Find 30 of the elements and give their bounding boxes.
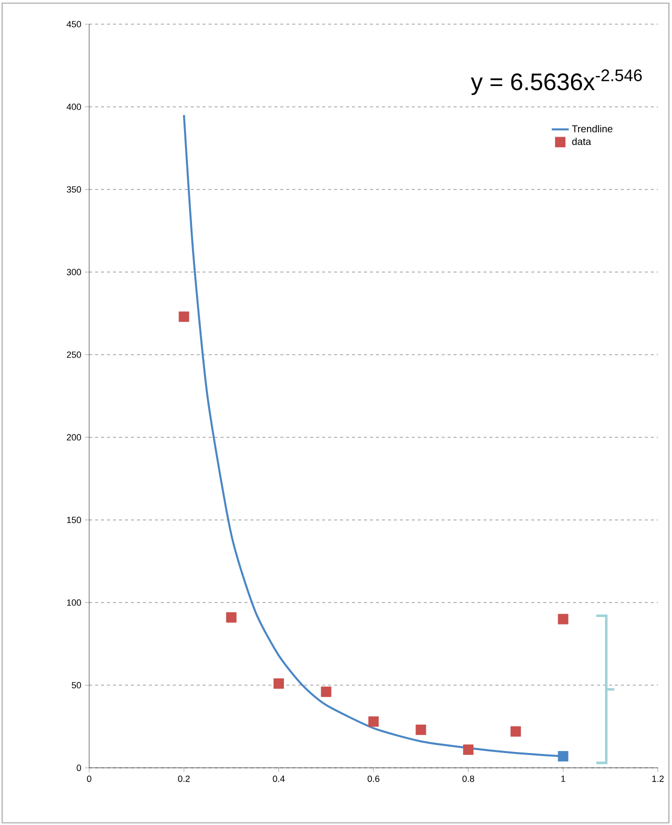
y-tick-label: 300 (66, 268, 82, 276)
y-tick-label: 350 (66, 186, 82, 193)
point (274, 678, 284, 689)
y-tick-label: 450 (66, 21, 82, 28)
point (416, 724, 426, 736)
point (510, 726, 521, 737)
x-tick-label: 0 (86, 776, 92, 782)
legend-label: data (572, 138, 592, 146)
x-tick-label: 1 (561, 776, 566, 782)
y-tick-label: 200 (66, 434, 82, 440)
x-tick-label: 0.2 (178, 776, 190, 782)
annotation: y = 6.5636x$^{-2.546}$ (470, 69, 642, 96)
x-tick-label: 0.4 (272, 776, 285, 782)
point (558, 751, 568, 762)
point (368, 716, 379, 727)
y-tick-label: 100 (67, 599, 82, 606)
x-tick-label: 0.8 (462, 776, 474, 782)
y-tick-label: 0 (76, 764, 82, 771)
x-tick-label: 0.6 (368, 776, 380, 782)
x-tick-label: 1.2 (652, 776, 664, 782)
y-tick-label: 150 (67, 516, 82, 524)
y-tick-label: 50 (72, 682, 82, 688)
point (226, 612, 237, 623)
point (178, 311, 190, 322)
point (558, 614, 568, 624)
point (463, 744, 474, 755)
point (320, 686, 332, 698)
y-tick-label: 400 (66, 104, 82, 110)
legend-label: Trendline (572, 125, 612, 132)
y-tick-label: 250 (66, 352, 82, 358)
